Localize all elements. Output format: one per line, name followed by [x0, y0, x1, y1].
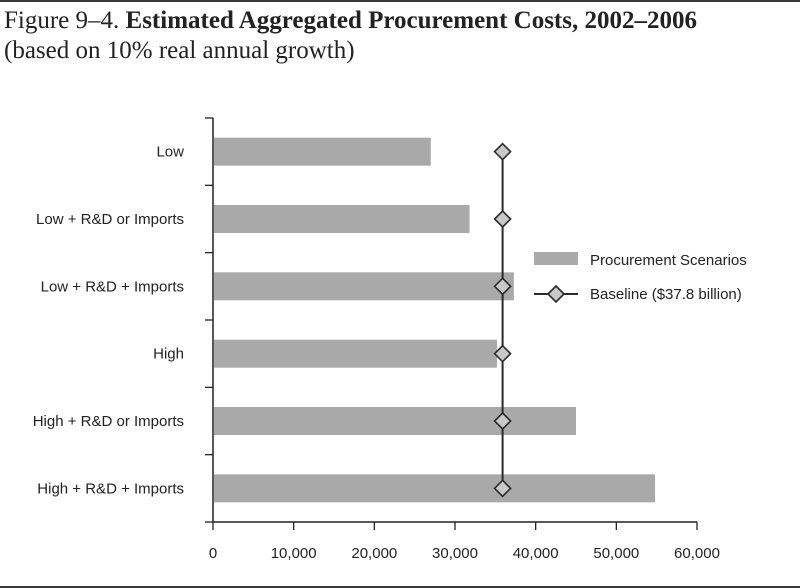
legend-bar-swatch [534, 252, 578, 265]
category-label: Low [156, 144, 184, 161]
baseline-marker [493, 142, 512, 161]
x-tick-label: 0 [209, 545, 217, 562]
legend-label: Baseline ($37.8 billion) [590, 286, 742, 303]
baseline-marker [493, 277, 512, 296]
category-label: High + R&D or Imports [33, 413, 184, 430]
figure-title: Figure 9–4. Estimated Aggregated Procure… [4, 6, 697, 36]
x-tick-label: 60,000 [674, 545, 720, 562]
category-label: High + R&D + Imports [37, 480, 184, 497]
x-tick-label: 40,000 [513, 545, 559, 562]
bar [214, 137, 431, 166]
bar [214, 272, 514, 301]
legend-label: Procurement Scenarios [590, 252, 747, 269]
category-label: Low + R&D or Imports [36, 211, 184, 228]
bar [214, 474, 656, 503]
figure-label: Figure 9–4. [4, 7, 120, 34]
x-tick-label: 20,000 [351, 545, 397, 562]
chart-subtitle: (based on 10% real annual growth) [4, 37, 355, 64]
chart-title: Estimated Aggregated Procurement Costs, … [125, 7, 697, 34]
x-tick-label: 50,000 [593, 545, 639, 562]
category-label: High [153, 346, 184, 363]
legend-marker [546, 284, 566, 304]
x-tick-label: 30,000 [432, 545, 478, 562]
category-label: Low + R&D + Imports [41, 278, 184, 295]
x-tick-label: 10,000 [271, 545, 317, 562]
baseline-marker [493, 209, 512, 229]
baseline-marker [493, 479, 512, 498]
bar [214, 205, 470, 233]
baseline-marker [493, 344, 512, 363]
bar [214, 407, 576, 435]
baseline-marker [493, 411, 512, 431]
bar [214, 339, 497, 368]
